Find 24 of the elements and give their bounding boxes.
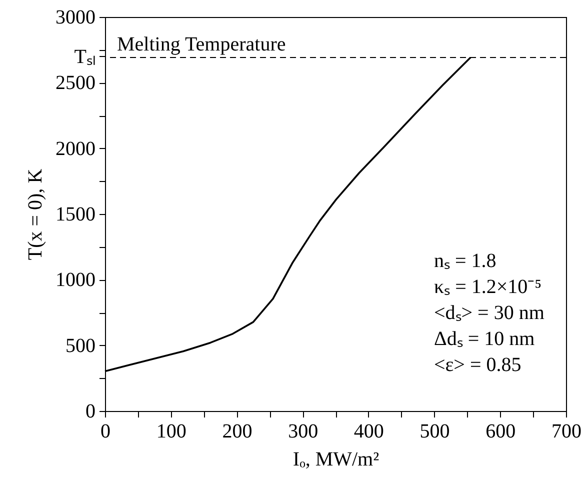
- y-tick-label: 1000: [56, 269, 96, 292]
- x-tick-label: 400: [354, 420, 384, 442]
- annotation: Δdₛ = 10 nm: [434, 328, 536, 350]
- x-tick-label: 700: [552, 420, 582, 442]
- x-axis-title: Iₒ, MW/m²: [292, 448, 380, 470]
- x-tick-label: 600: [486, 420, 516, 442]
- y-tick-label: 0: [86, 400, 96, 422]
- y-tick-label: 3000: [56, 6, 96, 28]
- annotation: <dₛ> = 30 nm: [434, 302, 545, 324]
- y-tick-label: 500: [66, 334, 96, 357]
- x-tick-label: 300: [288, 420, 318, 442]
- y-axis-title: T(x = 0), K: [24, 168, 46, 260]
- annotation: nₛ = 1.8: [434, 250, 496, 272]
- annotation: κₛ = 1.2×10⁻⁵: [434, 276, 542, 298]
- x-tick-label: 200: [222, 420, 252, 442]
- y-tick-label: 1500: [56, 204, 96, 226]
- annotation: <ε> = 0.85: [434, 354, 522, 376]
- x-tick-label: 500: [420, 420, 450, 442]
- x-tick-label: 0: [100, 420, 110, 442]
- x-tick-label: 100: [156, 420, 186, 442]
- y-tick-label: 2000: [56, 138, 96, 160]
- y-tick-label: Tₛₗ: [74, 46, 96, 68]
- y-tick-label: 2500: [56, 72, 96, 94]
- ref-line-label: Melting Temperature: [117, 33, 286, 56]
